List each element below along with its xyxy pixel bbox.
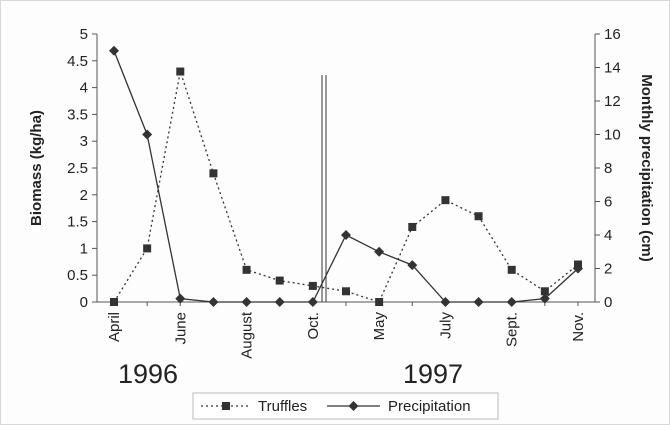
series-precipitation-point xyxy=(506,297,517,307)
left-tick-label: 2 xyxy=(80,187,88,204)
left-tick-label: 3.5 xyxy=(67,106,88,123)
x-ticks: April June August Oct. May July Sept. Nov. xyxy=(106,302,587,359)
legend-precipitation: Precipitation xyxy=(327,398,471,415)
series-truffles-point xyxy=(143,244,152,253)
x-tick-label: May xyxy=(371,312,388,341)
left-y-axis-title: Biomass (kg/ha) xyxy=(28,110,45,226)
left-tick-label: 4.5 xyxy=(67,53,88,70)
series-precipitation-point xyxy=(539,293,550,304)
series-truffles-point xyxy=(308,281,317,290)
series-truffles-point xyxy=(408,222,417,231)
series-truffles-point xyxy=(441,196,450,205)
right-tick-label: 8 xyxy=(604,160,612,177)
series-precipitation-point xyxy=(341,230,351,240)
right-tick-label: 0 xyxy=(604,294,612,311)
series-truffles-point xyxy=(209,169,218,178)
series-truffles-point xyxy=(507,265,516,274)
year-label-1996: 1996 xyxy=(118,359,178,389)
series-precipitation-point xyxy=(109,45,119,56)
left-tick-label: 1 xyxy=(80,240,88,257)
left-tick-label: 5 xyxy=(80,26,88,43)
right-tick-label: 12 xyxy=(604,93,621,110)
x-tick-label: April xyxy=(106,312,123,342)
series-truffles-point xyxy=(474,212,483,221)
right-tick-label: 10 xyxy=(604,127,621,144)
series-precipitation-point xyxy=(473,297,484,307)
x-tick-label: August xyxy=(239,311,256,359)
series-precipitation-point xyxy=(573,263,583,274)
left-y-ticks: 0 0.5 1 1.5 2 2.5 3 3.5 4 4.5 5 xyxy=(67,26,97,311)
series-truffles-point xyxy=(540,287,549,296)
right-tick-label: 16 xyxy=(604,26,621,43)
series-precipitation-point xyxy=(208,297,219,307)
series-precipitation-point xyxy=(142,129,153,140)
axes xyxy=(96,34,596,303)
left-tick-label: 1.5 xyxy=(67,214,88,231)
x-tick-label: July xyxy=(437,312,454,339)
series-truffles-point xyxy=(275,276,284,285)
series-precipitation-point xyxy=(407,260,418,271)
left-tick-label: 3 xyxy=(80,133,88,150)
left-tick-label: 4 xyxy=(80,80,88,97)
year-label-1997: 1997 xyxy=(403,359,463,389)
year-divider xyxy=(321,75,327,302)
legend-precipitation-label: Precipitation xyxy=(388,398,471,415)
legend-truffles: Truffles xyxy=(201,398,307,415)
series-truffles-point xyxy=(242,265,251,274)
right-tick-label: 6 xyxy=(604,194,612,211)
series-precipitation-point xyxy=(274,297,285,307)
series-precipitation-point xyxy=(307,297,318,307)
right-tick-label: 14 xyxy=(604,60,621,77)
series-precipitation-point xyxy=(440,297,451,307)
series-truffles-point xyxy=(342,287,350,296)
left-tick-label: 0.5 xyxy=(67,267,88,284)
right-y-axis-title: Monthly precipitation (cm) xyxy=(638,74,655,262)
x-tick-label: Oct. xyxy=(305,312,322,340)
x-tick-label: Nov. xyxy=(570,312,587,342)
series-precipitation-point xyxy=(241,297,252,307)
legend-precipitation-marker xyxy=(348,401,359,411)
series-layer xyxy=(109,45,583,307)
x-tick-label: June xyxy=(172,312,189,345)
right-tick-label: 4 xyxy=(604,227,612,244)
legend: Truffles Precipitation xyxy=(192,392,499,420)
legend-truffles-marker xyxy=(222,402,230,410)
left-tick-label: 2.5 xyxy=(67,160,88,177)
series-truffles-point xyxy=(375,298,384,306)
right-tick-label: 2 xyxy=(604,261,612,278)
series-truffles-point xyxy=(176,67,185,76)
series-precipitation-point xyxy=(175,293,186,304)
series-precipitation-point xyxy=(374,246,385,257)
legend-truffles-label: Truffles xyxy=(258,398,307,415)
series-truffles-point xyxy=(110,298,118,306)
x-tick-label: Sept. xyxy=(504,312,521,347)
right-y-ticks: 0 2 4 6 8 10 12 14 16 xyxy=(595,26,621,311)
left-tick-label: 0 xyxy=(80,294,88,311)
